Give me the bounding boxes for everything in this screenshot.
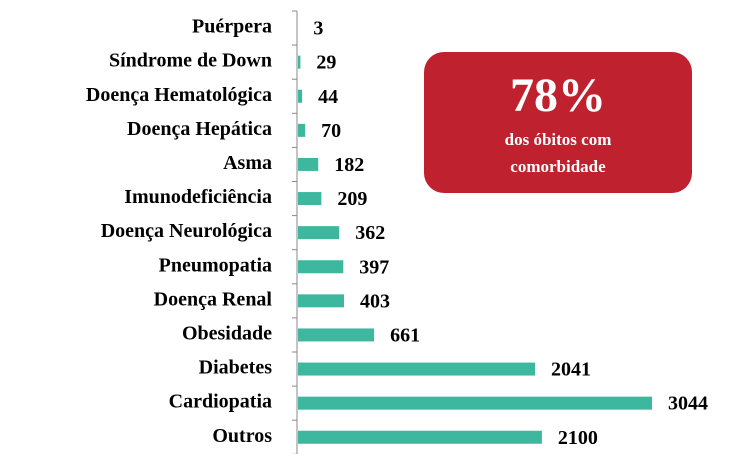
category-label: Cardiopatia <box>169 391 272 413</box>
value-label: 44 <box>318 86 338 108</box>
category-label: Pneumopatia <box>159 254 272 276</box>
category-label: Imunodeficiência <box>124 186 272 208</box>
value-label: 2041 <box>551 359 591 381</box>
value-label: 209 <box>337 188 367 210</box>
bar <box>298 328 375 342</box>
category-label: Doença Neurológica <box>101 220 272 242</box>
bar <box>298 430 542 444</box>
value-label: 362 <box>355 222 385 244</box>
category-label: Doença Hepática <box>127 118 272 140</box>
category-label: Síndrome de Down <box>109 50 272 72</box>
value-label: 29 <box>316 52 336 74</box>
category-label: Outros <box>212 425 272 447</box>
bar <box>298 260 344 274</box>
category-label: Diabetes <box>199 357 273 379</box>
value-label: 397 <box>359 256 389 278</box>
bar <box>298 396 652 410</box>
value-label: 3044 <box>668 393 708 415</box>
category-label: Asma <box>223 152 272 174</box>
value-label: 70 <box>321 120 341 142</box>
annotation-box <box>424 52 692 193</box>
value-label: 403 <box>360 290 390 312</box>
annotation-text: dos óbitos com <box>505 130 612 149</box>
bar <box>298 362 536 376</box>
annotation-value: 78% <box>510 69 606 122</box>
value-label: 3 <box>313 18 323 40</box>
annotation-text: comorbidade <box>510 157 606 176</box>
bar <box>298 157 319 171</box>
bar <box>298 123 306 137</box>
bar <box>298 55 301 69</box>
bar <box>298 226 340 240</box>
bar <box>298 294 344 308</box>
category-label: Doença Renal <box>154 288 273 310</box>
category-label: Obesidade <box>182 323 272 345</box>
value-label: 182 <box>334 154 364 176</box>
category-label: Doença Hematológica <box>86 84 272 106</box>
value-label: 2100 <box>558 427 598 449</box>
value-label: 661 <box>390 325 420 347</box>
bar <box>298 192 322 206</box>
bar <box>298 89 303 103</box>
category-label: Puérpera <box>192 16 272 38</box>
